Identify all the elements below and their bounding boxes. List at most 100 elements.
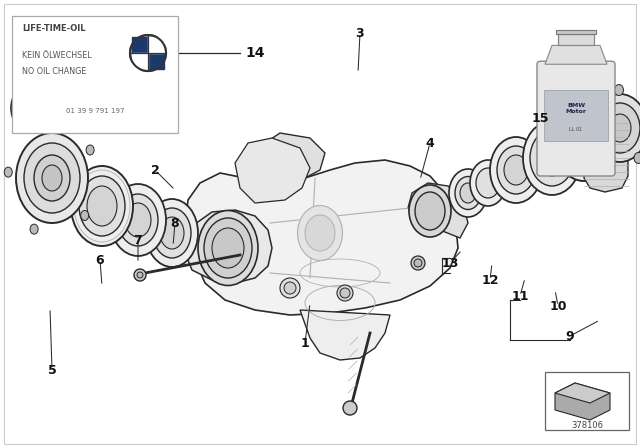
Text: 7: 7 [134,233,142,246]
Text: 15: 15 [531,112,548,125]
Polygon shape [185,210,272,283]
Circle shape [134,269,146,281]
Ellipse shape [204,218,252,278]
Ellipse shape [11,86,45,130]
Circle shape [280,278,300,298]
Polygon shape [300,310,390,360]
Ellipse shape [490,137,542,203]
Ellipse shape [538,140,566,176]
Ellipse shape [523,121,581,195]
Polygon shape [584,114,628,192]
Ellipse shape [593,94,640,162]
Text: NO OIL CHANGE: NO OIL CHANGE [22,66,86,76]
Ellipse shape [609,114,631,142]
Ellipse shape [476,168,500,198]
Polygon shape [408,183,468,238]
Text: 12: 12 [481,273,499,287]
Ellipse shape [569,124,599,162]
Ellipse shape [24,143,80,213]
Ellipse shape [415,192,445,230]
Text: LIFE-TIME-OIL: LIFE-TIME-OIL [22,23,86,33]
Text: KEIN ÖLWECHSEL: KEIN ÖLWECHSEL [22,51,92,60]
Ellipse shape [599,154,608,165]
Ellipse shape [153,208,191,258]
Circle shape [130,35,166,71]
Ellipse shape [42,165,62,191]
Circle shape [343,401,357,415]
Text: 14: 14 [245,46,265,60]
Text: 3: 3 [356,26,364,39]
Polygon shape [545,45,607,64]
Polygon shape [555,383,610,420]
Ellipse shape [554,105,614,181]
Text: 8: 8 [171,216,179,229]
Text: 6: 6 [96,254,104,267]
Polygon shape [132,53,148,69]
Ellipse shape [561,114,607,172]
Text: 9: 9 [566,329,574,343]
Bar [545,372,629,430]
Ellipse shape [409,185,451,237]
Ellipse shape [110,184,166,256]
Polygon shape [148,53,164,69]
Polygon shape [148,37,164,53]
Ellipse shape [17,94,39,122]
Polygon shape [260,133,325,183]
Text: 1: 1 [301,336,309,349]
Ellipse shape [504,155,528,185]
Ellipse shape [587,112,596,123]
Circle shape [137,272,143,278]
Ellipse shape [146,199,198,267]
Circle shape [414,259,422,267]
Ellipse shape [87,186,117,226]
Ellipse shape [160,217,184,249]
Ellipse shape [30,224,38,234]
Ellipse shape [86,145,94,155]
Ellipse shape [600,103,640,153]
Ellipse shape [614,85,623,95]
Text: 11: 11 [511,289,529,302]
Ellipse shape [212,228,244,268]
Ellipse shape [22,100,34,116]
Bar [556,30,596,34]
Text: BMW
Motor: BMW Motor [566,103,586,113]
Text: LL 01: LL 01 [570,127,582,133]
Ellipse shape [16,133,88,223]
Text: 5: 5 [47,363,56,376]
Polygon shape [185,160,458,315]
Ellipse shape [79,176,125,236]
Ellipse shape [298,206,342,260]
Text: 4: 4 [426,137,435,150]
Ellipse shape [460,183,476,203]
Ellipse shape [125,203,151,237]
Text: 378106: 378106 [571,421,603,430]
Ellipse shape [198,211,258,285]
FancyBboxPatch shape [537,61,615,176]
Ellipse shape [4,167,12,177]
Ellipse shape [455,177,481,210]
Text: 2: 2 [150,164,159,177]
Ellipse shape [449,169,487,217]
Ellipse shape [634,152,640,164]
Ellipse shape [530,130,574,186]
Ellipse shape [118,194,158,246]
Bar [558,34,594,45]
Circle shape [340,288,350,298]
Ellipse shape [81,211,89,220]
Circle shape [284,282,296,294]
Text: 01 39 9 791 197: 01 39 9 791 197 [66,108,124,114]
Circle shape [411,256,425,270]
Text: 13: 13 [442,257,459,270]
Ellipse shape [39,118,47,128]
Text: 10: 10 [549,300,567,313]
Ellipse shape [497,146,535,194]
Bar [544,90,608,141]
Ellipse shape [34,155,70,201]
Bar [12,16,178,133]
Polygon shape [132,37,148,53]
Ellipse shape [470,160,506,206]
Polygon shape [235,138,310,203]
Polygon shape [555,383,610,403]
Circle shape [337,285,353,301]
Ellipse shape [71,166,133,246]
